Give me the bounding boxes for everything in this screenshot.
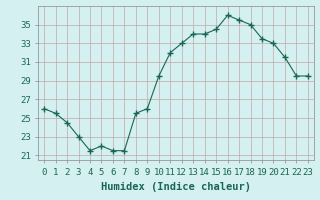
X-axis label: Humidex (Indice chaleur): Humidex (Indice chaleur): [101, 182, 251, 192]
